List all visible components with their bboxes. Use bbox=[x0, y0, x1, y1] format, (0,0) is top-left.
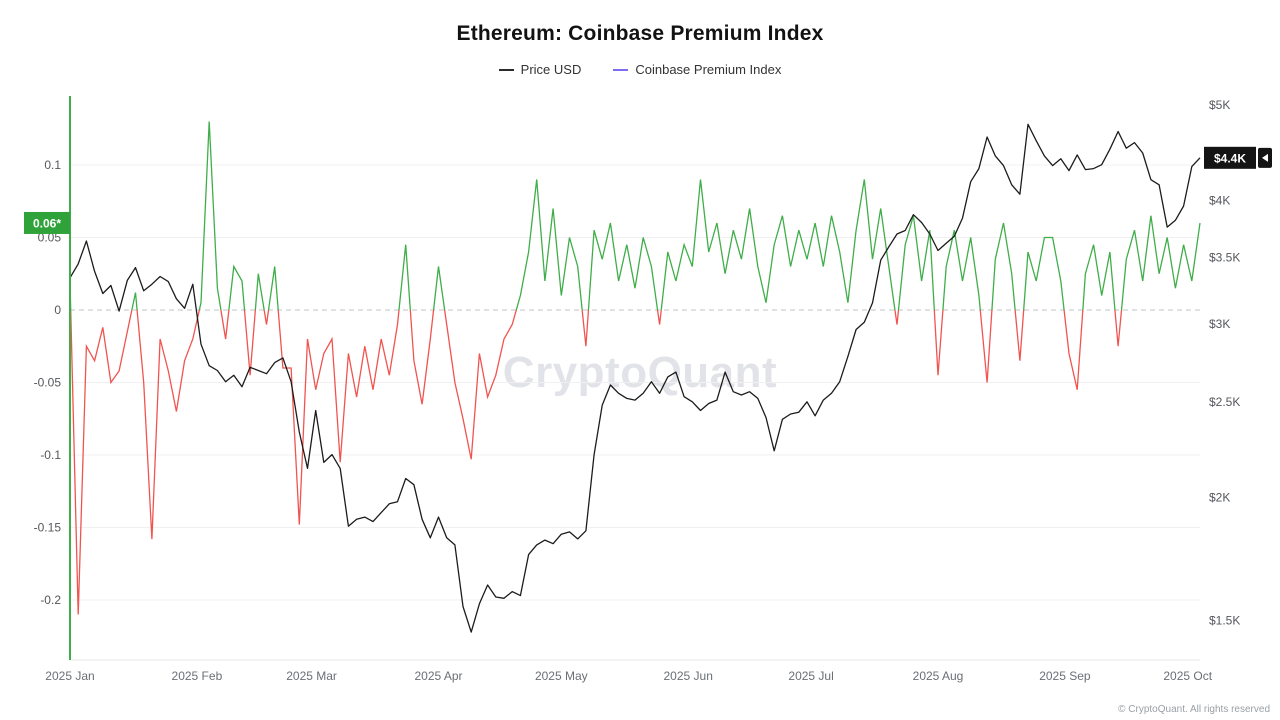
price-series-marker-icon bbox=[498, 68, 514, 71]
left-axis-tick-label: 0 bbox=[54, 303, 61, 317]
x-axis-tick-label: 2025 Feb bbox=[172, 669, 223, 683]
left-axis-tick-label: 0.05 bbox=[38, 230, 62, 244]
left-axis-tick-label: -0.2 bbox=[40, 593, 61, 607]
legend-label-coinbase-premium-index: Coinbase Premium Index bbox=[635, 62, 782, 77]
x-axis-tick-label: 2025 Jun bbox=[664, 669, 713, 683]
premium-index-line-negative bbox=[70, 309, 1123, 615]
x-axis-tick-label: 2025 Aug bbox=[913, 669, 964, 683]
right-axis-tick-label: $2.5K bbox=[1209, 395, 1240, 409]
chevron-left-icon bbox=[1262, 153, 1268, 162]
legend: Price USD Coinbase Premium Index bbox=[0, 62, 1280, 77]
left-axis-tick-label: -0.15 bbox=[34, 520, 62, 534]
premium-current-value-badge bbox=[24, 211, 70, 234]
legend-label-price-usd: Price USD bbox=[520, 62, 582, 77]
x-axis-tick-label: 2025 May bbox=[535, 669, 588, 683]
x-axis-tick-label: 2025 Mar bbox=[286, 669, 337, 683]
left-axis-tick-label: -0.1 bbox=[40, 448, 61, 462]
right-axis-tick-label: $4K bbox=[1209, 194, 1230, 208]
right-axis-tick-label: $1.5K bbox=[1209, 614, 1240, 628]
x-axis-tick-label: 2025 Jul bbox=[788, 669, 833, 683]
copyright-notice: © CryptoQuant. All rights reserved bbox=[1118, 704, 1270, 715]
legend-item-coinbase-premium-index[interactable]: Coinbase Premium Index bbox=[613, 62, 781, 77]
price-current-value-badge bbox=[1204, 146, 1256, 169]
x-axis-tick-label: 2025 Jan bbox=[45, 669, 94, 683]
left-axis-tick-label: 0.1 bbox=[44, 158, 61, 172]
x-axis-tick-label: 2025 Oct bbox=[1163, 669, 1212, 683]
right-axis-tick-label: $3K bbox=[1209, 317, 1230, 331]
right-axis-tick-label: $3.5K bbox=[1209, 251, 1240, 265]
price-current-value-label: $4.4K bbox=[1214, 151, 1246, 165]
price-usd-line bbox=[69, 123, 1201, 633]
left-axis-tick-label: -0.05 bbox=[34, 375, 62, 389]
legend-item-price-usd[interactable]: Price USD bbox=[498, 62, 582, 77]
right-axis-tick-label: $5K bbox=[1209, 98, 1230, 112]
chart-title: Ethereum: Coinbase Premium Index bbox=[456, 22, 824, 45]
x-axis-tick-label: 2025 Sep bbox=[1039, 669, 1091, 683]
cryptoquant-watermark: CryptoQuant bbox=[502, 348, 778, 397]
right-axis-tick-label: $2K bbox=[1209, 490, 1230, 504]
premium-current-value-label: 0.06* bbox=[33, 216, 61, 230]
premium-series-marker-icon bbox=[613, 68, 629, 71]
x-axis-tick-label: 2025 Apr bbox=[414, 669, 462, 683]
premium-index-line-positive bbox=[69, 121, 1201, 310]
